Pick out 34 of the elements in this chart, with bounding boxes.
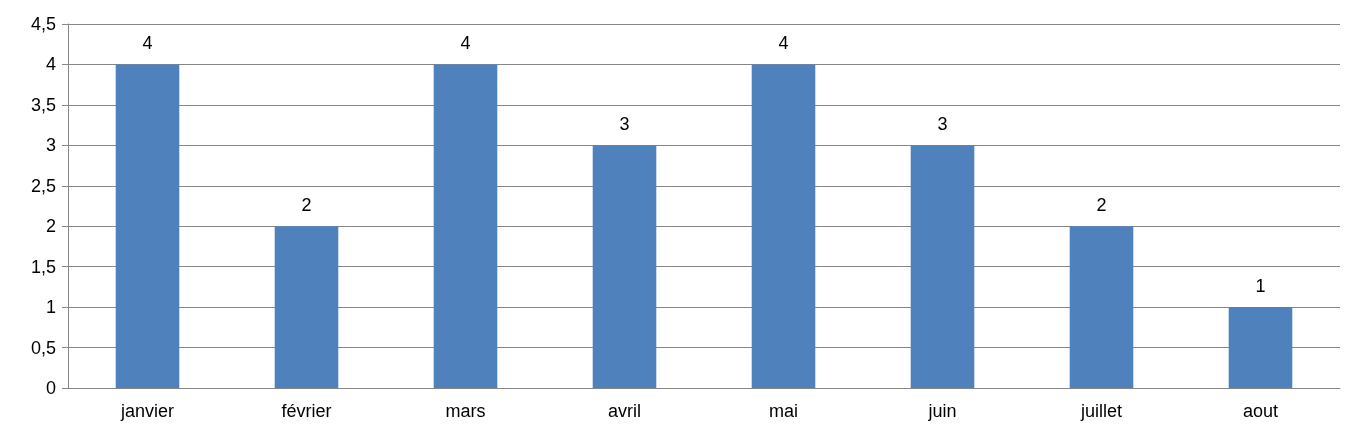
data-label: 1 xyxy=(1255,276,1266,297)
bar xyxy=(115,64,180,388)
y-tick-label: 0 xyxy=(45,378,56,398)
y-tick-label: 2 xyxy=(45,216,56,237)
y-tick-label: 1,5 xyxy=(30,256,56,277)
y-tick-label: 2,5 xyxy=(30,175,56,196)
x-tick-label: mai xyxy=(768,401,799,421)
bar xyxy=(1069,226,1134,388)
y-tick-label: 0,5 xyxy=(30,337,56,358)
y-tick-label: 3,5 xyxy=(30,94,56,115)
bar xyxy=(274,226,339,388)
x-tick-label: février xyxy=(281,401,332,421)
x-tick-label: janvier xyxy=(119,401,175,421)
x-tick-label: aout xyxy=(1242,401,1279,421)
data-label: 3 xyxy=(937,114,948,135)
x-tick-label: mars xyxy=(445,401,486,421)
data-label: 4 xyxy=(142,33,153,54)
bar xyxy=(751,64,816,388)
bar xyxy=(1228,307,1293,388)
y-tick-label: 1 xyxy=(45,297,56,318)
x-tick-label: juillet xyxy=(1079,401,1123,421)
bar xyxy=(910,145,975,388)
x-tick-label: juin xyxy=(927,401,957,421)
x-tick-label: avril xyxy=(607,401,642,421)
data-label: 4 xyxy=(460,33,471,54)
data-label: 2 xyxy=(301,195,312,216)
y-tick-label: 4 xyxy=(45,54,56,75)
data-label: 2 xyxy=(1096,195,1107,216)
bar xyxy=(592,145,657,388)
y-tick-label: 4,5 xyxy=(30,14,56,34)
data-label: 4 xyxy=(778,33,789,54)
data-label: 3 xyxy=(619,114,630,135)
bar xyxy=(433,64,498,388)
y-tick-label: 3 xyxy=(45,135,56,156)
